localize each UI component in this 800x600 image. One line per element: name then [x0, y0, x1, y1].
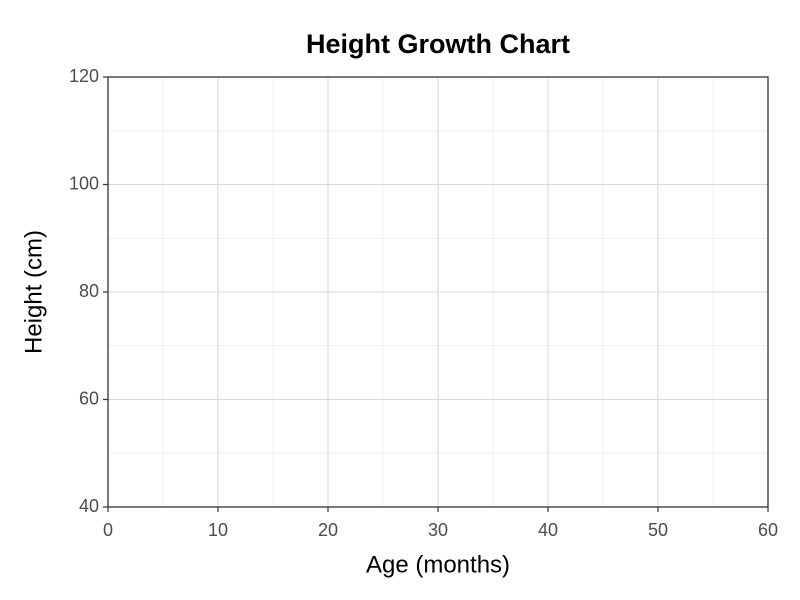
chart-title: Height Growth Chart: [306, 29, 570, 59]
y-tick-label: 100: [69, 173, 99, 193]
x-tick-label: 20: [318, 520, 338, 540]
x-tick-label: 0: [103, 520, 113, 540]
x-tick-label: 30: [428, 520, 448, 540]
y-tick-label: 80: [79, 281, 99, 301]
y-tick-label: 40: [79, 496, 99, 516]
x-tick-label: 40: [538, 520, 558, 540]
x-tick-label: 10: [208, 520, 228, 540]
y-tick-label: 120: [69, 66, 99, 86]
y-tick-label: 60: [79, 388, 99, 408]
x-tick-label: 60: [758, 520, 778, 540]
y-axis-label: Height (cm): [20, 230, 47, 354]
x-axis-label: Age (months): [366, 551, 510, 578]
x-tick-label: 50: [648, 520, 668, 540]
